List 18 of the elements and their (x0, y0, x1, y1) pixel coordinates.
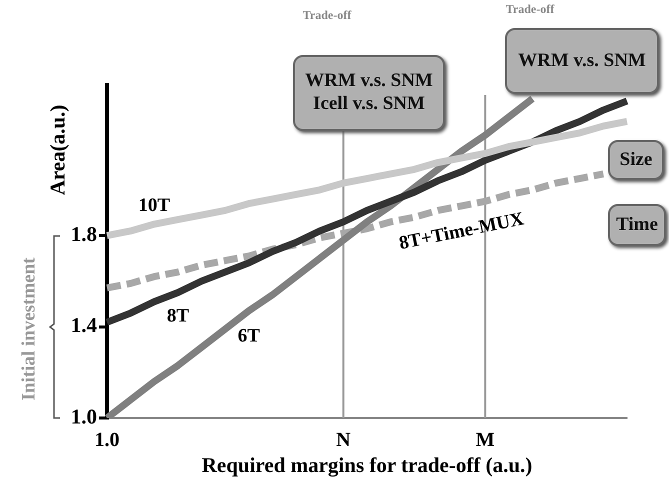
series-label: 10T (138, 195, 170, 216)
annotation: Time (608, 204, 666, 246)
annotation: Size (608, 140, 664, 180)
x-tick-label: N (336, 429, 352, 452)
y-axis-title: Area(a.u.) (46, 104, 70, 196)
y-tick-label: 1.8 (70, 222, 97, 246)
text: Trade-off (504, 2, 556, 18)
series-label: 6T (238, 326, 260, 347)
series-label: 8T (166, 305, 190, 326)
y-tick-label: 1.4 (70, 313, 98, 338)
text: WRM v.s. SNM (505, 28, 659, 94)
x-axis-title: Required margins for trade-off (a.u.) (202, 452, 532, 477)
y-tick-label: 1.0 (70, 404, 97, 428)
text: Trade-off (302, 8, 352, 24)
x-tick-label: M (476, 429, 495, 452)
x-tick-label: 1.0 (94, 429, 120, 452)
annotation: WRM v.s. SNM Icell v.s. SNM (293, 55, 445, 131)
text: Initial investment (18, 257, 41, 401)
